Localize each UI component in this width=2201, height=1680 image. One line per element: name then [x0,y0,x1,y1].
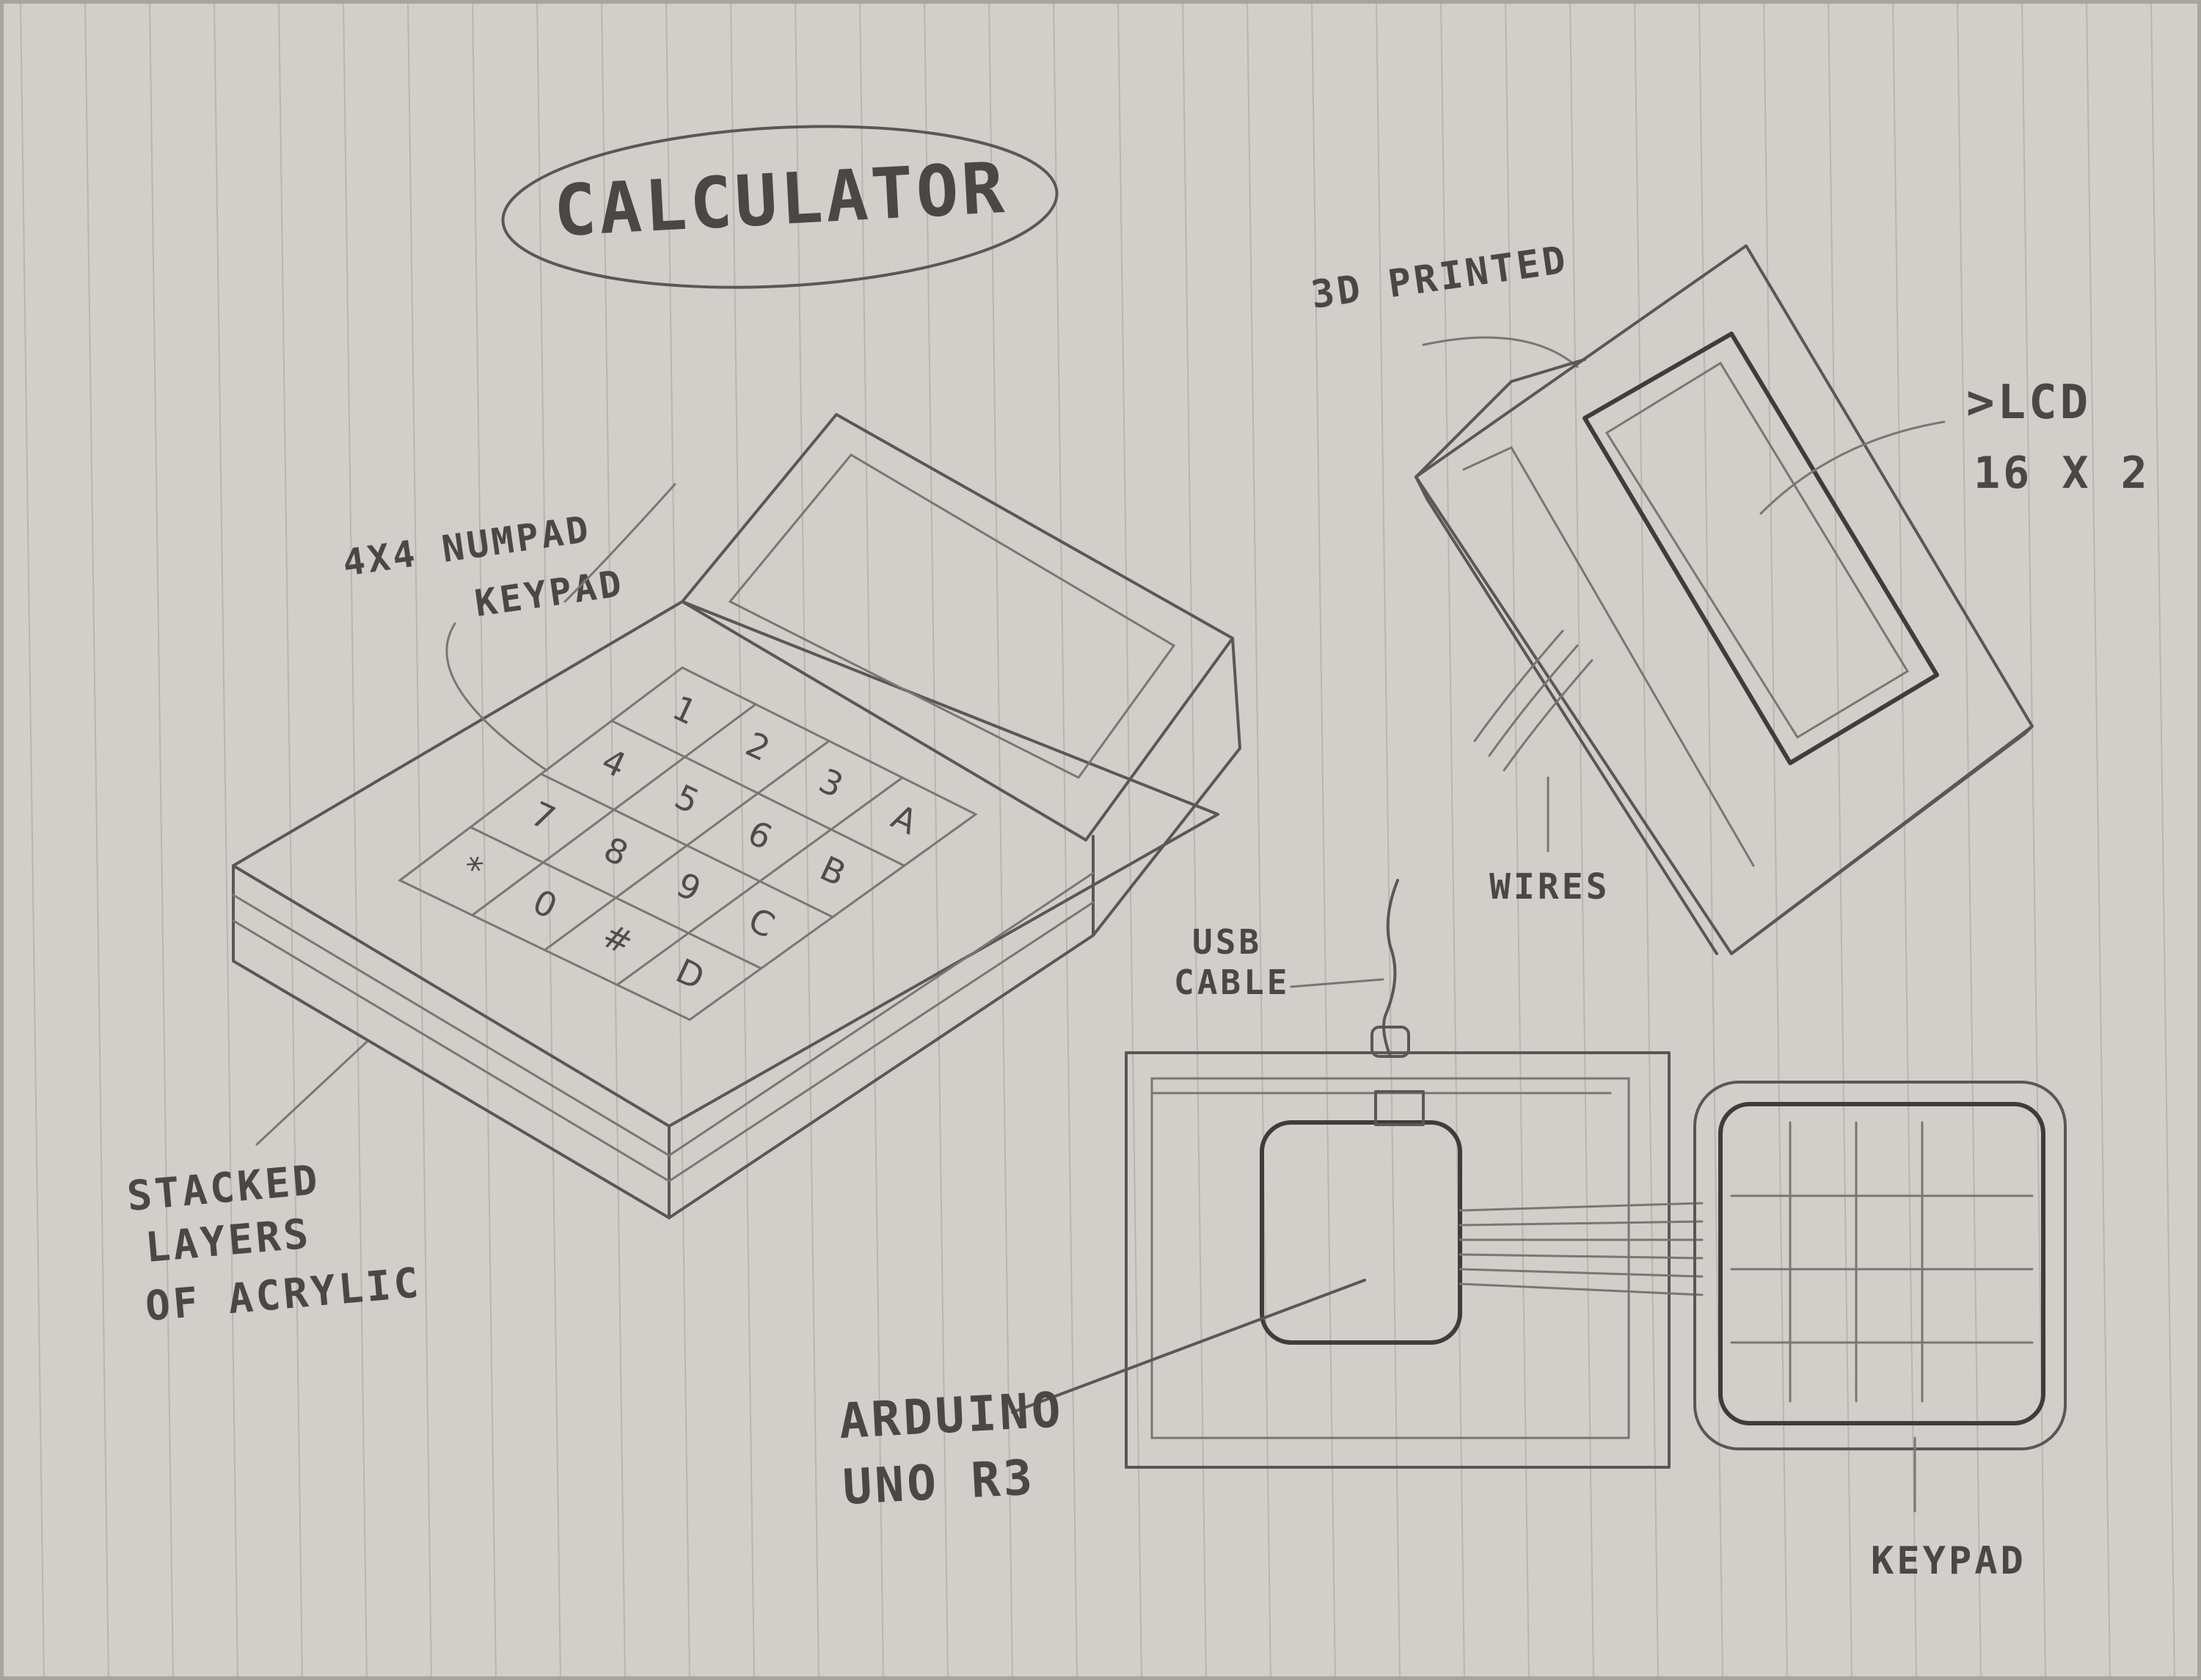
ruled-line [859,0,884,1680]
ruled-line [1698,0,1723,1680]
usb-plug [1370,1026,1410,1058]
calculator-front-face [232,864,671,1219]
usb-leader [1290,978,1384,988]
arduino-inner-box [1150,1077,1630,1439]
ruled-line [20,0,45,1680]
acrylic-layer-4 [668,901,1095,1183]
usb-port [1374,1090,1425,1126]
acrylic-layer-1 [232,894,671,1157]
usb-label-line2: CABLE [1174,963,1290,1002]
ruled-line [1376,0,1401,1680]
calculator-screen-inner [728,453,1176,779]
ruled-line [1311,0,1336,1680]
stacked-leader [255,1040,368,1146]
ribbon-wire-6 [1459,1282,1704,1296]
ruled-line [407,0,432,1680]
wire-curve-3 [1503,659,1594,772]
lcd-leader [1759,420,1946,515]
ruled-line [1569,0,1594,1680]
ruled-line [343,0,368,1680]
keypad-grid-lines [469,703,905,986]
lcd-label-line2: 16 X 2 [1974,448,2150,499]
ruled-line [601,0,626,1680]
ruled-line [1828,0,1853,1680]
arduino-board [1260,1120,1462,1345]
ruled-line [149,0,174,1680]
lcd-stand-side-edge [1415,475,1718,955]
ruled-line [472,0,497,1680]
arduino-outer-box [1125,1051,1671,1469]
ruled-line [2086,0,2111,1680]
arduino-label-line1: ARDUINO [838,1381,1065,1450]
ruled-line [213,0,238,1680]
wire-curve-1 [1473,629,1564,742]
ruled-line [1957,0,1982,1680]
title-ellipse [501,125,1059,289]
keypad-inner [1718,1102,2045,1425]
ribbon-wire-1 [1459,1202,1704,1212]
numpad-leader-top [563,483,676,603]
ruled-line [84,0,109,1680]
ruled-line [1246,0,1271,1680]
ruled-line [1505,0,1530,1680]
lcd-stand-base [1730,725,2034,955]
ruled-line [988,0,1013,1680]
keypad-outer [1693,1081,2067,1450]
keypad-grid-outline [398,666,978,1021]
ruled-line [536,0,561,1680]
usb-label-line1: USB [1192,922,1262,962]
ruled-line [278,0,303,1680]
ribbon-wire-4 [1459,1253,1704,1260]
keypad-label: KEYPAD [1871,1539,2026,1583]
printed-leader [1422,336,1579,368]
lcd-label-line1: >LCD [1966,376,2091,430]
lcd-stand-top-edge [1415,358,1586,478]
keypad-grid-col [616,776,904,986]
ruled-line [1117,0,1142,1680]
ruled-line [1440,0,1465,1680]
wires-label: WIRES [1489,866,1610,907]
acrylic-layer-2 [232,919,671,1183]
keypad-module: KEYPAD [1693,1081,2067,1583]
ruled-line [924,0,949,1680]
numpad-leader-bottom [445,622,548,772]
keypad-ribbon [1459,1202,1704,1296]
ruled-line [1634,0,1659,1680]
lcd-screen-outline [1583,332,1939,765]
calculator-top-face [232,600,1219,1128]
ruled-line [730,0,755,1680]
lcd-stand-slot [1462,446,1755,867]
wire-curve-2 [1488,644,1579,757]
calculator-screen-side [1092,637,1241,937]
keypad-grid-row [540,773,834,918]
ruled-line [1892,0,1917,1680]
ruled-line [2150,0,2175,1680]
ruled-lines [20,0,2175,1680]
ruled-line [795,0,820,1680]
acrylic-layer-3 [668,872,1095,1157]
arduino-leader [1011,1279,1366,1414]
arduino-enclosure: USB CABLE ARDUINO UNO R3 [838,879,1671,1516]
arduino-label-line2: UNO R3 [842,1449,1037,1516]
keypad-grid-row [469,826,762,970]
ruled-line [1182,0,1207,1680]
ribbon-wire-5 [1459,1268,1704,1278]
ruled-line [1053,0,1078,1680]
ribbon-wire-2 [1459,1220,1704,1227]
lcd-screen-inner [1605,361,1910,739]
